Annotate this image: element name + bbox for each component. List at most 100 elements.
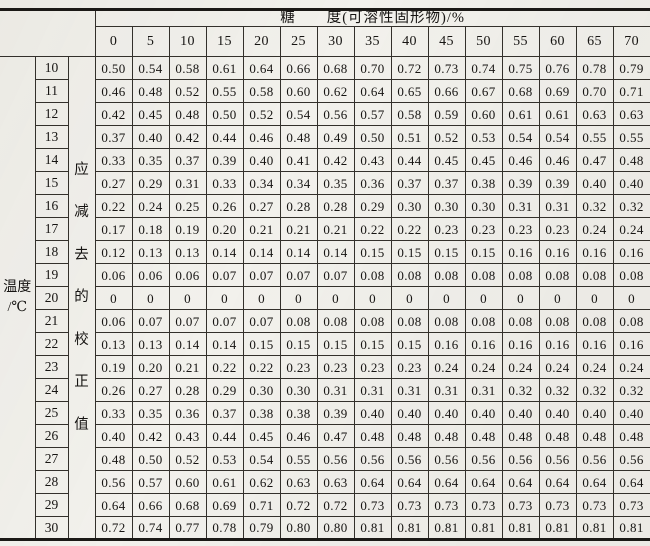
value-cell: 0.45: [464, 148, 503, 172]
value-cell: 0.27: [94, 171, 133, 195]
value-cell: 0.28: [279, 194, 318, 218]
table-row: 20 0 0 0 0 0 0 0 0 0 0 0 0 0 0 0: [0, 286, 650, 310]
value-cell: 0.64: [538, 470, 577, 494]
value-cell: 0.46: [501, 148, 540, 172]
side-note-chars: 应减去的校正值: [69, 163, 94, 433]
value-cell: 0.32: [538, 378, 577, 402]
value-cell: 0.60: [168, 470, 207, 494]
value-cell: 0.81: [390, 516, 429, 540]
table-row: 19 0.06 0.06 0.06 0.07 0.07 0.07 0.07 0.08 0.08 0.…: [0, 263, 650, 287]
table-body: 温度/℃ 10 应减去的校正值 0.50 0.54 0.58 0.61 0.64 0.66 0.6…: [0, 56, 650, 540]
value-cell: 0.16: [612, 332, 650, 356]
value-cell: 0.14: [316, 240, 355, 264]
value-cell: 0.30: [464, 194, 503, 218]
value-cell: 0.55: [612, 125, 650, 149]
value-cell: 0: [316, 286, 355, 310]
value-cell: 0.76: [538, 56, 577, 80]
value-cell: 0.08: [279, 309, 318, 333]
value-cell: 0.56: [575, 447, 614, 471]
value-cell: 0.61: [501, 102, 540, 126]
value-cell: 0.39: [501, 171, 540, 195]
value-cell: 0.13: [131, 332, 170, 356]
temp-cell: 17: [34, 217, 69, 241]
value-cell: 0.48: [279, 125, 318, 149]
temp-cell: 25: [34, 401, 69, 425]
value-cell: 0.40: [612, 401, 650, 425]
value-cell: 0.42: [94, 102, 133, 126]
value-cell: 0: [131, 286, 170, 310]
value-cell: 0.56: [612, 447, 650, 471]
value-cell: 0.56: [538, 447, 577, 471]
value-cell: 0.68: [168, 493, 207, 517]
col-headers-row: 0 5 10 15 20 25 30 35 40 45 50 55 60 65 70: [0, 26, 650, 57]
value-cell: 0.13: [131, 240, 170, 264]
col-header: 30: [316, 26, 355, 57]
value-cell: 0.30: [242, 378, 281, 402]
value-cell: 0.08: [390, 309, 429, 333]
value-cell: 0.15: [242, 332, 281, 356]
value-cell: 0.15: [390, 332, 429, 356]
value-cell: 0.24: [538, 355, 577, 379]
value-cell: 0.07: [168, 309, 207, 333]
value-cell: 0.48: [575, 424, 614, 448]
value-cell: 0.40: [353, 401, 392, 425]
value-cell: 0.62: [316, 79, 355, 103]
value-cell: 0.48: [353, 424, 392, 448]
side-note-char: 校: [74, 331, 89, 348]
value-cell: 0.31: [501, 194, 540, 218]
value-cell: 0.67: [464, 79, 503, 103]
value-cell: 0.08: [316, 309, 355, 333]
value-cell: 0.40: [242, 148, 281, 172]
value-cell: 0.40: [427, 401, 466, 425]
col-header: 15: [205, 26, 244, 57]
value-cell: 0.16: [464, 332, 503, 356]
value-cell: 0.61: [205, 56, 244, 80]
value-cell: 0.56: [464, 447, 503, 471]
temp-cell: 27: [34, 447, 69, 471]
value-cell: 0.57: [353, 102, 392, 126]
col-header: 35: [353, 26, 392, 57]
value-cell: 0.08: [612, 263, 650, 287]
value-cell: 0.81: [612, 516, 650, 540]
value-cell: 0.23: [501, 217, 540, 241]
value-cell: 0.08: [427, 263, 466, 287]
value-cell: 0.48: [390, 424, 429, 448]
temp-cell: 21: [34, 309, 69, 333]
value-cell: 0.15: [427, 240, 466, 264]
value-cell: 0.40: [612, 171, 650, 195]
temp-cell: 30: [34, 516, 69, 540]
value-cell: 0.61: [205, 470, 244, 494]
value-cell: 0.06: [94, 263, 133, 287]
value-cell: 0.32: [501, 378, 540, 402]
value-cell: 0.30: [279, 378, 318, 402]
value-cell: 0.16: [612, 240, 650, 264]
col-header: 50: [464, 26, 503, 57]
value-cell: 0.31: [353, 378, 392, 402]
value-cell: 0.07: [205, 309, 244, 333]
value-cell: 0.14: [205, 332, 244, 356]
value-cell: 0.81: [538, 516, 577, 540]
temp-cell: 18: [34, 240, 69, 264]
value-cell: 0.33: [94, 401, 133, 425]
table-row: 21 0.06 0.07 0.07 0.07 0.07 0.08 0.08 0.08 0.08 0.…: [0, 309, 650, 333]
value-cell: 0.40: [575, 401, 614, 425]
value-cell: 0: [94, 286, 133, 310]
value-cell: 0.62: [242, 470, 281, 494]
temp-cell: 20: [34, 286, 69, 310]
corner-cell: [0, 9, 96, 57]
value-cell: 0.15: [464, 240, 503, 264]
value-cell: 0.06: [131, 263, 170, 287]
value-cell: 0.08: [612, 309, 650, 333]
value-cell: 0.46: [538, 148, 577, 172]
value-cell: 0.73: [575, 493, 614, 517]
value-cell: 0.73: [390, 493, 429, 517]
value-cell: 0.51: [390, 125, 429, 149]
table-row: 15 0.27 0.29 0.31 0.33 0.34 0.34 0.35 0.36 0.37 0.…: [0, 171, 650, 195]
value-cell: 0.64: [242, 56, 281, 80]
value-cell: 0.24: [612, 217, 650, 241]
value-cell: 0.14: [279, 240, 318, 264]
value-cell: 0.40: [575, 171, 614, 195]
col-header: 45: [427, 26, 466, 57]
value-cell: 0.72: [94, 516, 133, 540]
temp-cell: 23: [34, 355, 69, 379]
